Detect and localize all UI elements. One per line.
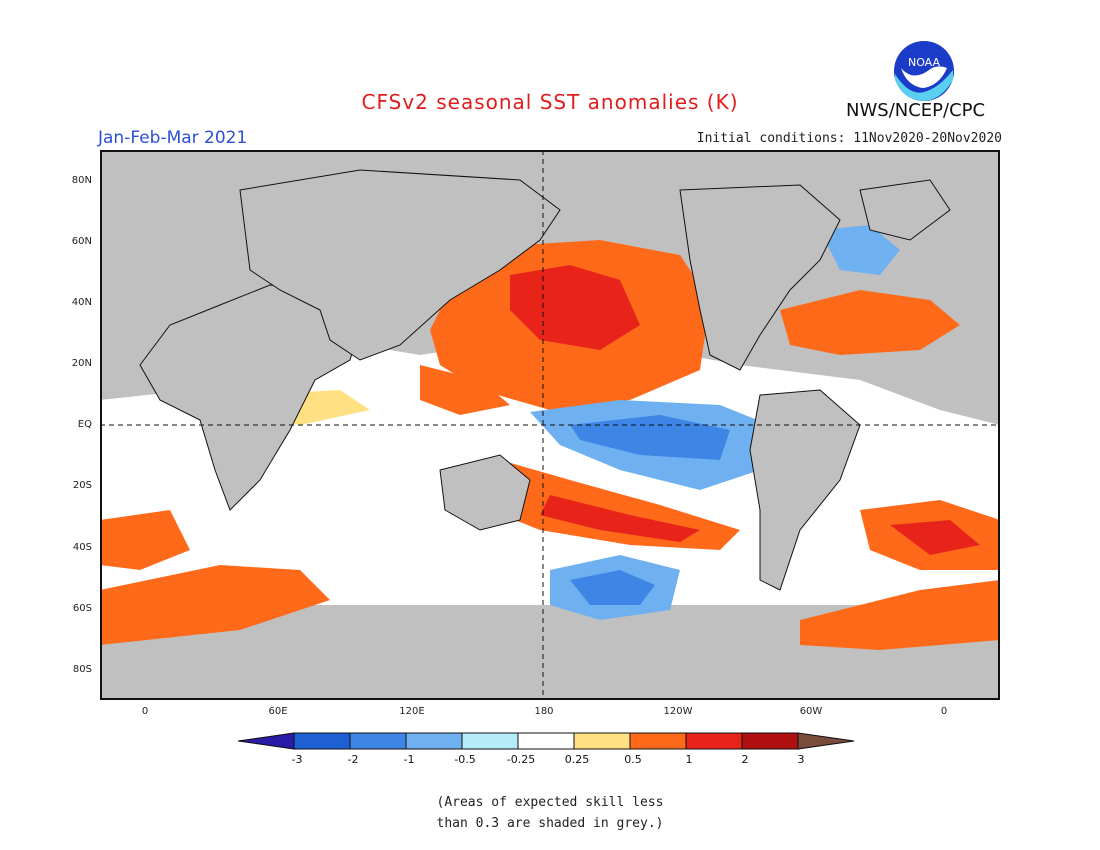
colorbar-tick-label: 2 [741,753,749,766]
colorbar-cell [629,732,687,750]
colorbar-cell [461,732,519,750]
colorbar-tick-label: 3 [797,753,805,766]
lat-label: 20N [71,358,92,369]
colorbar-tick-label: -3 [291,753,303,766]
lat-label: 80S [72,664,92,675]
skill-note-line: than 0.3 are shaded in grey.) [436,816,664,831]
logo-text: NOAA [908,56,941,69]
lon-label: 180 [534,706,554,717]
initial-conditions: Initial conditions: 11Nov2020-20Nov2020 [696,131,1002,146]
colorbar-cell [517,732,575,750]
southwest-indian-warm [100,510,190,570]
skill-note: (Areas of expected skill less than 0.3 a… [0,792,1100,834]
south-atlantic-warmest [890,520,980,555]
agency-label: NWS/NCEP/CPC [846,100,986,121]
lon-label: 120E [399,706,425,717]
season-label: Jan-Feb-Mar 2021 [98,128,248,148]
north-atlantic-cool [820,225,900,275]
colorbar-tick-label: -0.25 [506,753,536,766]
sst-anomaly-map [100,150,1000,700]
colorbar-cell [293,732,351,750]
colorbar-tick-label: 0.5 [624,753,642,766]
eurasia-landmass [239,169,561,361]
lat-label: 40N [71,297,92,308]
south-atlantic-warm-band [800,580,1000,650]
equatorial-pacific-cooler [570,415,730,460]
lat-label: 60S [72,603,92,614]
lat-label: 60N [71,236,92,247]
colorbar-cell [349,732,407,750]
lat-label: 20S [72,480,92,491]
lon-label: 0 [141,706,149,717]
west-pacific-warm [420,365,510,415]
noaa-logo: NOAA [893,40,955,102]
map-title: CFSv2 seasonal SST anomalies (K) [361,90,739,114]
colorbar-arrow-low [238,732,295,750]
lon-label: 120W [663,706,693,717]
colorbar-arrow-high [797,732,855,750]
south-pacific-warmest [540,495,700,542]
colorbar [238,732,855,750]
south-america-landmass [749,389,861,591]
australia-landmass [439,454,531,531]
colorbar-tick-label: -0.5 [454,753,476,766]
skill-note-line: (Areas of expected skill less [436,795,664,810]
colorbar-cell [573,732,631,750]
lat-label: 40S [72,542,92,553]
lat-label: EQ [77,419,92,430]
lon-label: 60E [268,706,288,717]
antarctica-landmass [100,650,1000,700]
lon-label: 60W [799,706,823,717]
lon-label: 0 [940,706,948,717]
greenland-landmass [859,179,951,241]
southern-ocean-cooler [570,570,655,605]
map-frame [100,150,1000,700]
lat-label: 80N [71,175,92,186]
colorbar-cell [685,732,743,750]
colorbar-cell [741,732,799,750]
south-indian-warm-band [100,565,330,645]
colorbar-tick-label: -1 [403,753,415,766]
north-america-landmass [679,184,841,371]
colorbar-cell [405,732,463,750]
colorbar-tick-label: 1 [685,753,693,766]
colorbar-tick-label: -2 [347,753,359,766]
north-atlantic-warm [780,290,960,355]
colorbar-tick-label: 0.25 [564,753,590,766]
